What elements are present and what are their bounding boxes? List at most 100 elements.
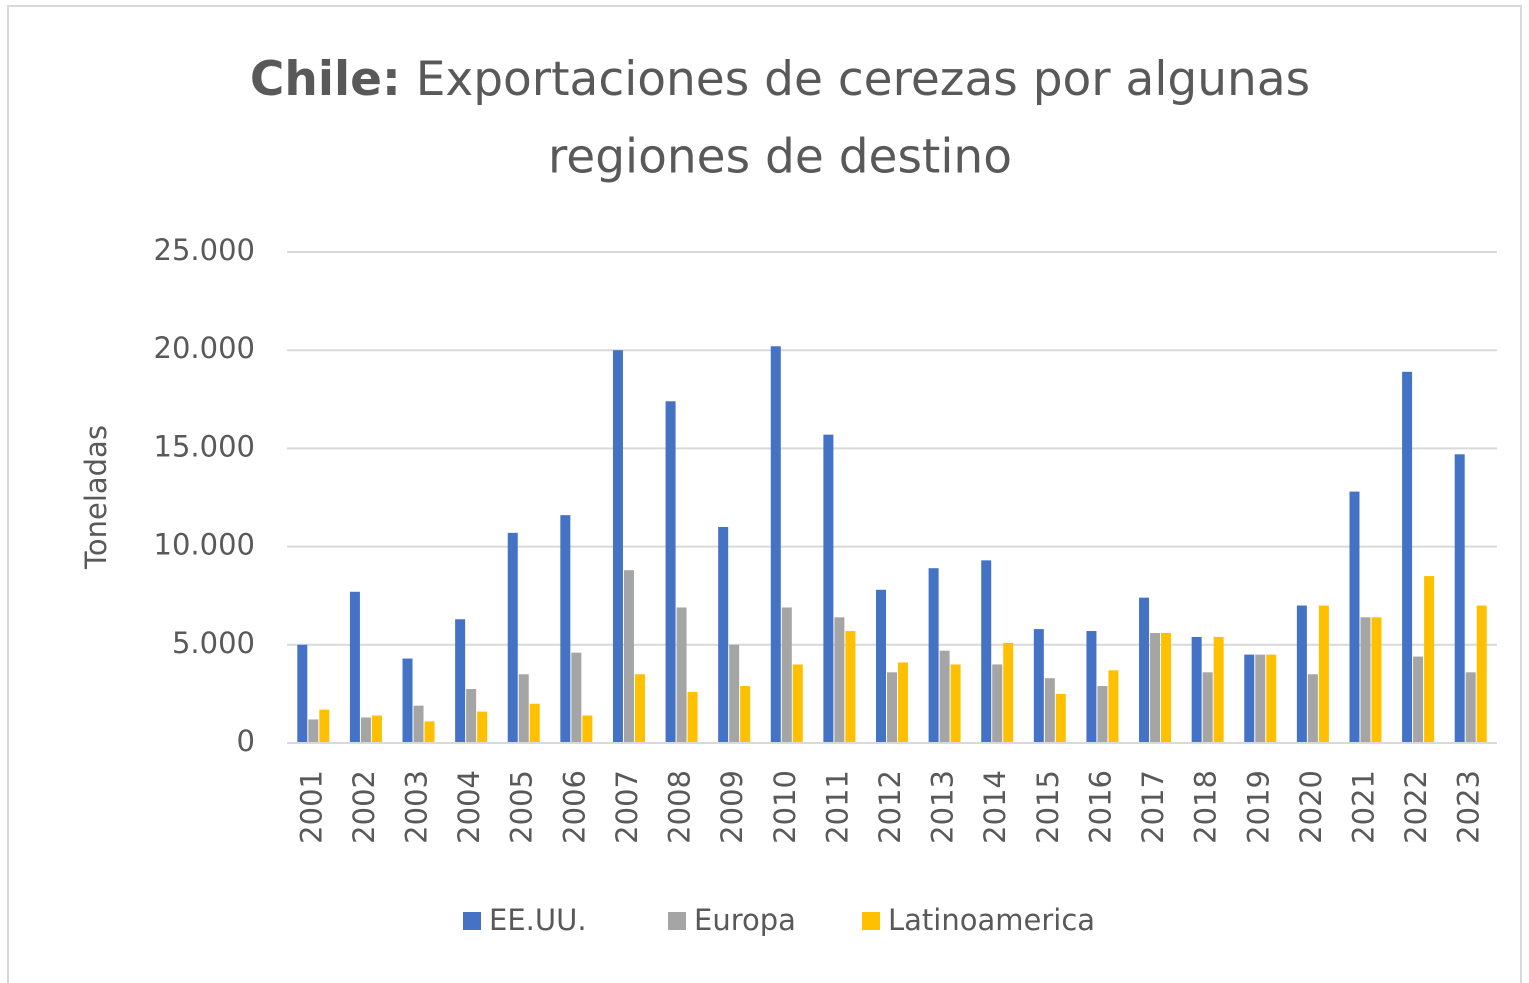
bar — [876, 589, 886, 743]
x-tick-label: 2022 — [1399, 770, 1433, 844]
bar — [770, 346, 781, 743]
x-tick-label: 2011 — [820, 770, 854, 844]
bar — [349, 591, 360, 743]
x-tick-label: 2010 — [768, 770, 802, 844]
x-tick-label: 2004 — [452, 770, 486, 844]
bar — [582, 715, 593, 743]
x-tick-label: 2015 — [1031, 770, 1065, 844]
bar — [1296, 605, 1307, 743]
bar — [1033, 629, 1044, 743]
y-axis-title: Toneladas — [79, 425, 113, 570]
legend-swatch — [463, 912, 481, 930]
bar — [939, 650, 950, 743]
y-tick-label: 20.000 — [154, 331, 255, 365]
bar — [507, 532, 518, 743]
bar — [466, 688, 477, 743]
x-tick-label: 2009 — [715, 770, 749, 844]
bar — [1139, 597, 1150, 743]
x-tick-label: 2021 — [1346, 770, 1380, 844]
legend-swatch — [862, 912, 880, 930]
x-tick-label: 2013 — [926, 770, 960, 844]
bar — [529, 703, 540, 743]
x-tick-label: 2016 — [1083, 770, 1117, 844]
bar — [1424, 576, 1435, 743]
x-tick-label: 2007 — [610, 770, 644, 844]
bar — [1476, 605, 1487, 743]
x-tick-label: 2002 — [347, 770, 381, 844]
legend-label: EE.UU. — [489, 903, 587, 937]
bar — [1213, 636, 1224, 743]
bar — [308, 719, 319, 743]
bar — [781, 607, 792, 743]
bar — [371, 715, 382, 743]
bar — [477, 711, 488, 743]
x-tick-label: 2023 — [1452, 770, 1486, 844]
title-line: Exportaciones de cerezas por algunas — [416, 52, 1310, 107]
bar — [319, 709, 330, 743]
bar — [887, 672, 897, 743]
bar — [898, 662, 908, 743]
bar — [687, 691, 698, 743]
bar — [792, 664, 803, 743]
bar — [1191, 636, 1202, 743]
bar — [676, 607, 687, 743]
legend-label: Latinoamerica — [888, 903, 1095, 937]
bar — [1161, 633, 1172, 743]
bar — [1150, 633, 1161, 743]
x-tick-label: 2012 — [873, 770, 907, 844]
bar — [1255, 654, 1266, 743]
bar — [297, 644, 308, 743]
bar — [992, 664, 1003, 743]
y-tick-label: 0 — [237, 724, 255, 758]
bar — [665, 401, 676, 743]
bar — [402, 658, 413, 743]
y-tick-label: 5.000 — [172, 626, 255, 660]
bar — [1244, 654, 1255, 743]
bar — [1318, 605, 1329, 743]
bar — [518, 674, 529, 743]
bar — [571, 652, 582, 743]
x-tick-label: 2014 — [978, 770, 1012, 844]
bar — [1003, 642, 1014, 743]
bar — [1266, 654, 1277, 743]
bar — [1307, 674, 1318, 743]
bar — [1055, 693, 1066, 743]
bar — [823, 434, 834, 743]
x-tick-label: 2006 — [557, 770, 591, 844]
bar — [981, 560, 992, 743]
bar — [360, 717, 371, 743]
x-tick-label: 2003 — [400, 770, 434, 844]
bar — [1044, 678, 1055, 743]
bar — [928, 568, 939, 743]
bar — [623, 570, 634, 743]
x-tick-label: 2019 — [1241, 770, 1275, 844]
y-tick-label: 15.000 — [154, 429, 255, 463]
bar — [834, 617, 845, 743]
bar — [560, 515, 571, 743]
bar — [612, 350, 623, 743]
legend-label: Europa — [694, 903, 796, 937]
x-tick-label: 2008 — [663, 770, 697, 844]
bar — [634, 674, 645, 743]
x-tick-label: 2017 — [1136, 770, 1170, 844]
bar — [1465, 672, 1476, 743]
bar — [1086, 631, 1097, 743]
y-tick-label: 10.000 — [154, 528, 255, 562]
legend-swatch — [668, 912, 686, 930]
bar — [424, 721, 435, 743]
bar — [1108, 670, 1119, 743]
x-tick-label: 2001 — [294, 770, 328, 844]
bar — [1360, 617, 1371, 743]
bar — [740, 686, 751, 743]
title-line: regiones de destino — [548, 130, 1012, 185]
bar — [718, 526, 729, 743]
bar — [1454, 454, 1465, 743]
bar — [729, 644, 740, 743]
bar — [1413, 656, 1424, 743]
bar — [1202, 672, 1213, 743]
title-lead: Chile: — [250, 52, 401, 107]
y-tick-label: 25.000 — [154, 233, 255, 267]
bar — [1402, 371, 1413, 743]
bar — [1371, 617, 1382, 743]
